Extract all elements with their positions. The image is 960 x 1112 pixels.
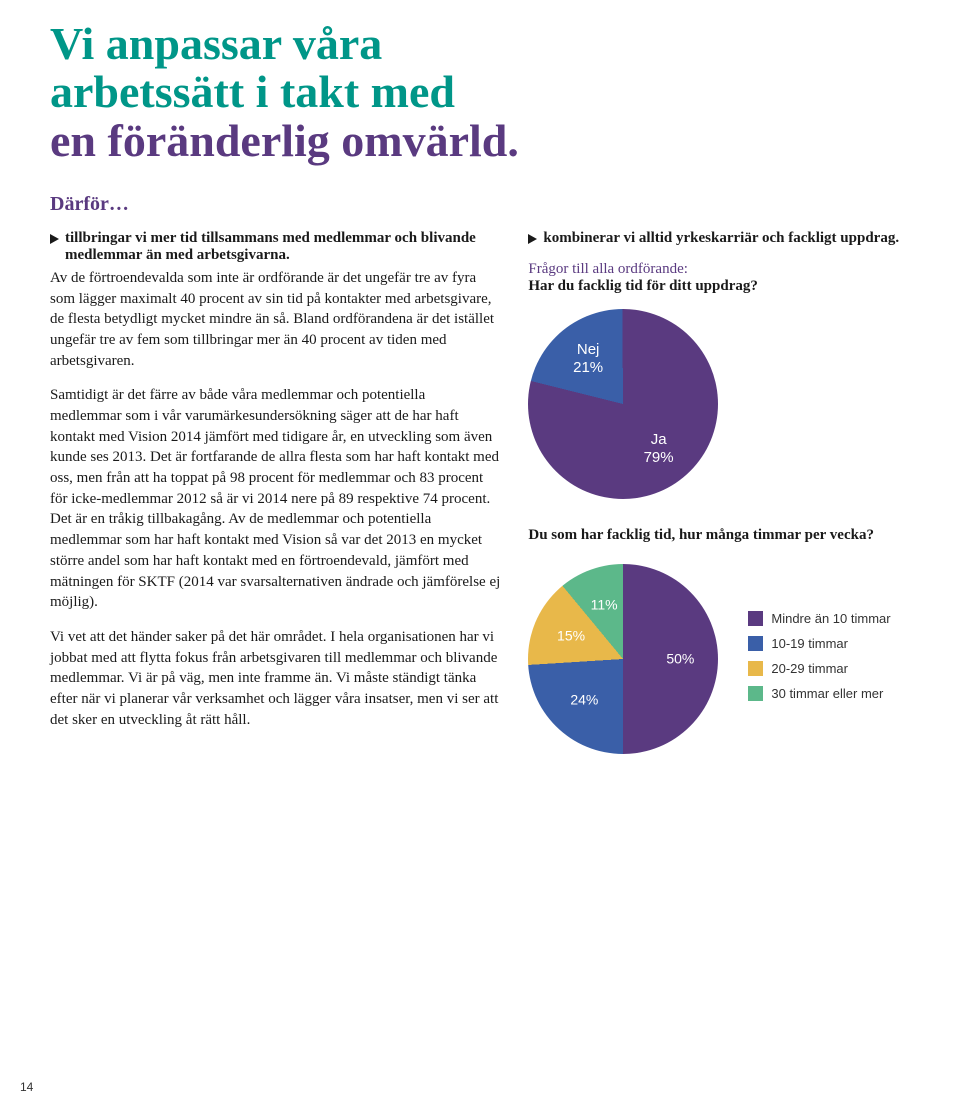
pie-slice-label: 11% (591, 597, 618, 614)
legend-item: Mindre än 10 timmar (748, 611, 890, 626)
legend-item: 20-29 timmar (748, 661, 890, 676)
left-para-2: Samtidigt är det färre av både våra medl… (50, 385, 500, 613)
question-2-text: Du som har facklig tid, hur många timmar… (528, 527, 920, 544)
legend-swatch (748, 686, 763, 701)
left-para-3: Vi vet att det händer saker på det här o… (50, 627, 500, 730)
legend-swatch (748, 636, 763, 651)
chart-1: Nej21% Ja79% (528, 309, 920, 499)
right-bullet: kombinerar vi alltid yrkeskarriär och fa… (528, 230, 920, 247)
pie-slice-label: Nej21% (573, 341, 603, 377)
triangle-icon (528, 234, 537, 244)
page-title: Vi anpassar våra arbetssätt i takt med e… (50, 20, 920, 165)
pie-chart-2: 50% 24% 15% 11% (528, 564, 718, 754)
title-line-1: Vi anpassar våra (50, 18, 382, 69)
right-bullet-text: kombinerar vi alltid yrkeskarriär och fa… (543, 230, 899, 247)
left-bullet: tillbringar vi mer tid tillsammans med m… (50, 230, 500, 264)
subtitle: Därför… (50, 193, 920, 216)
pie-slice-label: 24% (570, 692, 598, 709)
title-line-2: arbetssätt i takt med (50, 66, 455, 117)
page-number: 14 (20, 1080, 33, 1094)
legend-label: 10-19 timmar (771, 636, 848, 651)
title-line-3: en föränderlig omvärld. (50, 115, 519, 166)
legend-label: Mindre än 10 timmar (771, 611, 890, 626)
left-bullet-text: tillbringar vi mer tid tillsammans med m… (65, 230, 500, 264)
left-para-1: Av de förtroendevalda som inte är ordför… (50, 268, 500, 371)
legend-swatch (748, 661, 763, 676)
columns: tillbringar vi mer tid tillsammans med m… (50, 230, 920, 754)
left-column: tillbringar vi mer tid tillsammans med m… (50, 230, 500, 754)
chart-2-area: 50% 24% 15% 11% Mindre än 10 timmar 10-19 ti… (528, 558, 920, 754)
pie-slice-label: Ja79% (644, 431, 674, 467)
question-1-text: Har du facklig tid för ditt uppdrag? (528, 278, 920, 295)
chart-2: 50% 24% 15% 11% (528, 564, 718, 754)
legend-label: 20-29 timmar (771, 661, 848, 676)
legend-swatch (748, 611, 763, 626)
triangle-icon (50, 234, 59, 244)
legend-label: 30 timmar eller mer (771, 686, 883, 701)
chart-2-legend: Mindre än 10 timmar 10-19 timmar 20-29 tim… (748, 611, 890, 701)
right-column: kombinerar vi alltid yrkeskarriär och fa… (528, 230, 920, 754)
pie-chart-1: Nej21% Ja79% (528, 309, 718, 499)
question-1-label: Frågor till alla ordförande: (528, 261, 920, 278)
legend-item: 30 timmar eller mer (748, 686, 890, 701)
pie-slice-label: 15% (557, 628, 585, 645)
legend-item: 10-19 timmar (748, 636, 890, 651)
pie-slice-label: 50% (666, 650, 694, 667)
